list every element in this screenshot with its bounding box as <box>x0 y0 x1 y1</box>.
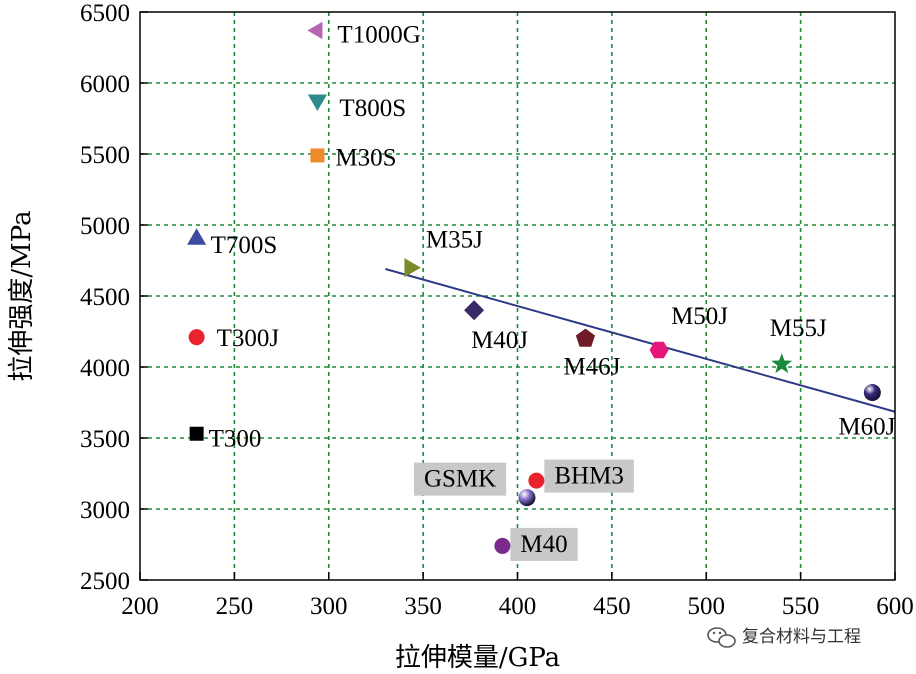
x-tick-label: 550 <box>782 593 820 620</box>
marker-m46j <box>575 328 595 347</box>
data-points <box>187 21 881 554</box>
trend-line <box>385 268 896 413</box>
trendline <box>385 268 896 413</box>
point-label-m50j: M50J <box>671 303 728 330</box>
wechat-icon <box>707 627 736 648</box>
y-tick-label: 5000 <box>80 213 130 240</box>
y-tick-label: 4500 <box>80 284 130 311</box>
point-label-m35j: M35J <box>426 227 483 254</box>
marker-t1000g <box>307 21 323 40</box>
y-tick-label: 6500 <box>80 0 130 27</box>
marker-bhm3 <box>528 472 545 489</box>
watermark-text: 复合材料与工程 <box>742 627 861 647</box>
marker-m30s <box>310 148 325 163</box>
watermark: 复合材料与工程 <box>707 627 861 648</box>
marker-m55j <box>771 353 793 374</box>
x-tick-label: 300 <box>310 593 348 620</box>
label-box-m40 <box>510 527 578 561</box>
marker-m60j <box>863 384 881 402</box>
y-tick-label: 2500 <box>80 568 130 595</box>
marker-m35j <box>404 258 421 278</box>
marker-t300 <box>189 426 204 441</box>
y-axis-title: 拉伸强度/MPa <box>7 210 37 381</box>
y-tick-label: 6000 <box>80 71 130 98</box>
point-label-t300j: T300J <box>217 325 280 352</box>
marker-gsmk <box>518 489 536 507</box>
marker-t700s <box>187 228 207 245</box>
point-labels: T1000G T800S M30S T700S T300J T300 M35J M40J M46… <box>209 21 896 557</box>
point-label-m30s: M30S <box>335 144 396 171</box>
point-label-bhm3: BHM3 <box>554 463 623 490</box>
point-label-gsmk: GSMK <box>424 466 496 493</box>
x-tick-label: 400 <box>499 593 537 620</box>
point-label-m60j: M60J <box>838 414 895 441</box>
marker-m40 <box>494 537 511 554</box>
point-label-m40: M40 <box>520 531 567 558</box>
y-tick-label: 4000 <box>80 355 130 382</box>
x-tick-label: 250 <box>216 593 254 620</box>
marker-t300j <box>188 329 205 346</box>
label-box-gsmk <box>413 462 507 496</box>
x-axis-title: 拉伸模量/GPa <box>395 643 560 673</box>
point-label-t1000g: T1000G <box>337 21 420 48</box>
marker-t800s <box>307 94 327 111</box>
point-label-t300: T300 <box>209 426 262 453</box>
grid <box>140 12 895 580</box>
point-label-t700s: T700S <box>211 232 278 259</box>
y-tick-label: 3500 <box>80 426 130 453</box>
point-label-m46j: M46J <box>563 354 620 381</box>
y-tick-label: 3000 <box>80 497 130 524</box>
x-tick-label: 350 <box>404 593 442 620</box>
point-label-m40j: M40J <box>471 327 528 354</box>
axis-ticks: 200 250 300 350 400 450 500 550 600 2500 3000 3500 4… <box>80 0 914 620</box>
x-tick-label: 200 <box>121 593 159 620</box>
y-tick-label: 5500 <box>80 142 130 169</box>
marker-m40j <box>464 300 485 321</box>
label-box-bhm3 <box>544 459 634 493</box>
point-label-t800s: T800S <box>339 95 406 122</box>
x-tick-label: 600 <box>876 593 914 620</box>
x-tick-label: 500 <box>688 593 726 620</box>
label-boxes <box>413 459 634 561</box>
x-tick-label: 450 <box>593 593 631 620</box>
marker-m50j <box>649 341 669 359</box>
point-label-m55j: M55J <box>770 315 827 342</box>
